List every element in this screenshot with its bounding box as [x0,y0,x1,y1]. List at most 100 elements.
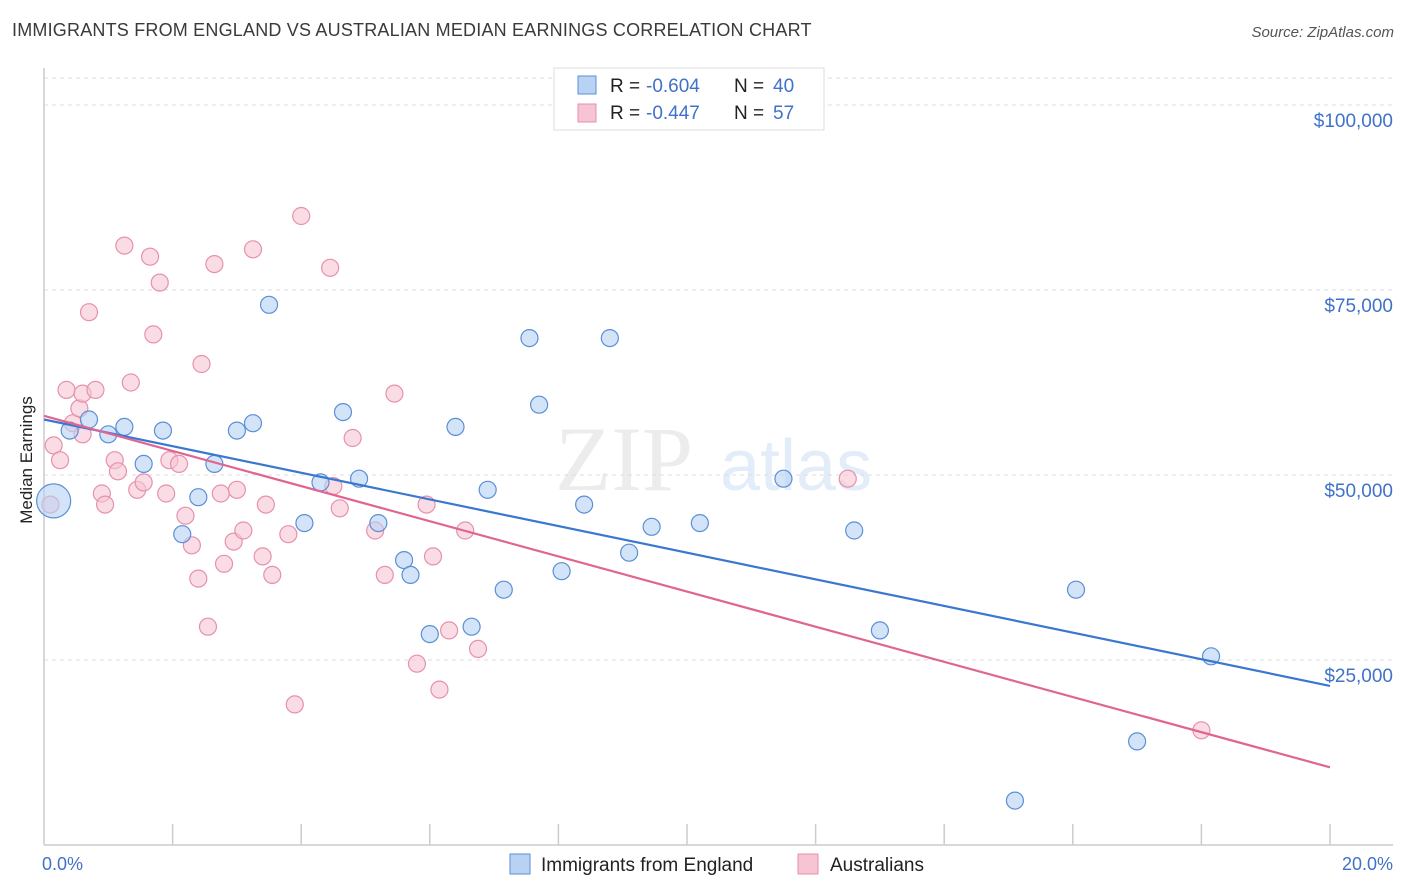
legend-n-label-1: N = [734,76,764,97]
legend-n-value-2: 57 [773,103,794,124]
england-point [295,513,314,533]
australians-point [330,499,349,518]
australians-point [423,547,443,566]
australians-point [468,639,488,659]
australians-point [430,680,449,699]
chart-title: IMMIGRANTS FROM ENGLAND VS AUSTRALIAN ME… [12,20,812,40]
england-point [1005,791,1025,810]
england-point [530,395,549,414]
legend-swatch-pink [577,103,597,123]
x-tick-marks [171,824,1331,845]
australians-point [176,506,195,525]
australians-point [263,565,282,585]
australians-point [838,469,857,488]
australians-point [108,462,128,481]
australians-point [243,240,263,259]
legend-r-label-2: R = [610,103,640,124]
australians-point [57,380,76,399]
australians-point [385,384,404,403]
england-points [36,295,1221,810]
y-tick-label: $50,000 [1324,481,1393,502]
australians-point [205,255,224,274]
england-point [153,421,173,440]
legend-r-label-1: R = [610,76,640,97]
australians-point [439,621,459,640]
watermark-zip: ZIP [555,408,693,510]
legend-n-value-1: 40 [773,76,794,97]
england-point [575,495,594,514]
england-point [333,403,353,422]
y-axis-label: Median Earnings [17,396,36,524]
australians-point [285,695,304,714]
australians-point [198,617,218,636]
australians-point [150,273,169,292]
england-trend-line [43,418,1331,687]
australians-point [343,428,362,448]
england-point [401,565,420,585]
australians-point [157,484,176,503]
australians-point [211,484,230,503]
england-point [620,543,639,562]
england-point [462,617,481,636]
series-legend-swatch-england [509,853,531,875]
x-tick-label-min: 0.0% [42,854,83,874]
england-point [259,295,279,314]
series-legend-label-australians: Australians [830,855,924,876]
australians-point [50,451,70,470]
australians-point [121,373,140,392]
legend-n-label-2: N = [734,103,764,124]
source-credit: Source: ZipAtlas.com [1251,24,1394,41]
watermark: ZIP atlas [555,408,872,510]
australians-point [192,354,211,374]
legend-r-value-1: -0.604 [646,76,700,97]
watermark-atlas: atlas [720,426,872,506]
australians-point [86,380,105,399]
x-tick-label-max: 20.0% [1342,854,1393,874]
australians-point [134,473,153,492]
australians-point [79,303,99,322]
england-point [600,329,619,348]
y-tick-label: $75,000 [1324,296,1393,317]
australians-point [115,236,134,255]
england-point [642,517,661,536]
england-point [134,454,153,473]
england-point [115,417,134,436]
england-point [774,469,793,488]
axes [43,68,1393,846]
australians-point [375,565,394,585]
england-point [189,488,208,507]
australians-point [234,521,253,540]
australians-point [292,206,311,226]
england-point [478,480,497,499]
correlation-legend: R = -0.604 N = 40 R = -0.447 N = 57 [553,67,825,131]
gridlines [44,77,1393,661]
australians-point [321,258,340,277]
series-legend: Immigrants from England Australians [509,853,924,876]
australians-point [253,547,272,566]
australians-trend-line [43,414,1331,769]
england-point [690,513,709,533]
australians-point [227,480,246,499]
y-tick-label: $100,000 [1314,111,1393,132]
england-point [520,329,539,348]
england-point [446,417,465,436]
legend-box [553,67,825,131]
england-point [173,525,192,544]
australians-point [214,554,234,573]
legend-swatch-blue [577,75,597,95]
series-legend-label-england: Immigrants from England [541,855,753,876]
australians-point [189,569,208,588]
series-legend-swatch-australians [797,853,819,875]
australians-point [95,495,115,514]
england-point [420,624,439,644]
y-tick-labels: $25,000 $50,000 $75,000 $100,000 [1314,111,1393,687]
england-point [36,483,72,519]
england-point [870,621,890,640]
england-point [845,521,864,540]
legend-r-value-2: -0.447 [646,103,700,124]
england-point [227,421,246,440]
england-point [369,513,388,533]
australians-point [144,325,163,344]
australians-point [169,454,189,473]
australians-point [256,495,275,514]
